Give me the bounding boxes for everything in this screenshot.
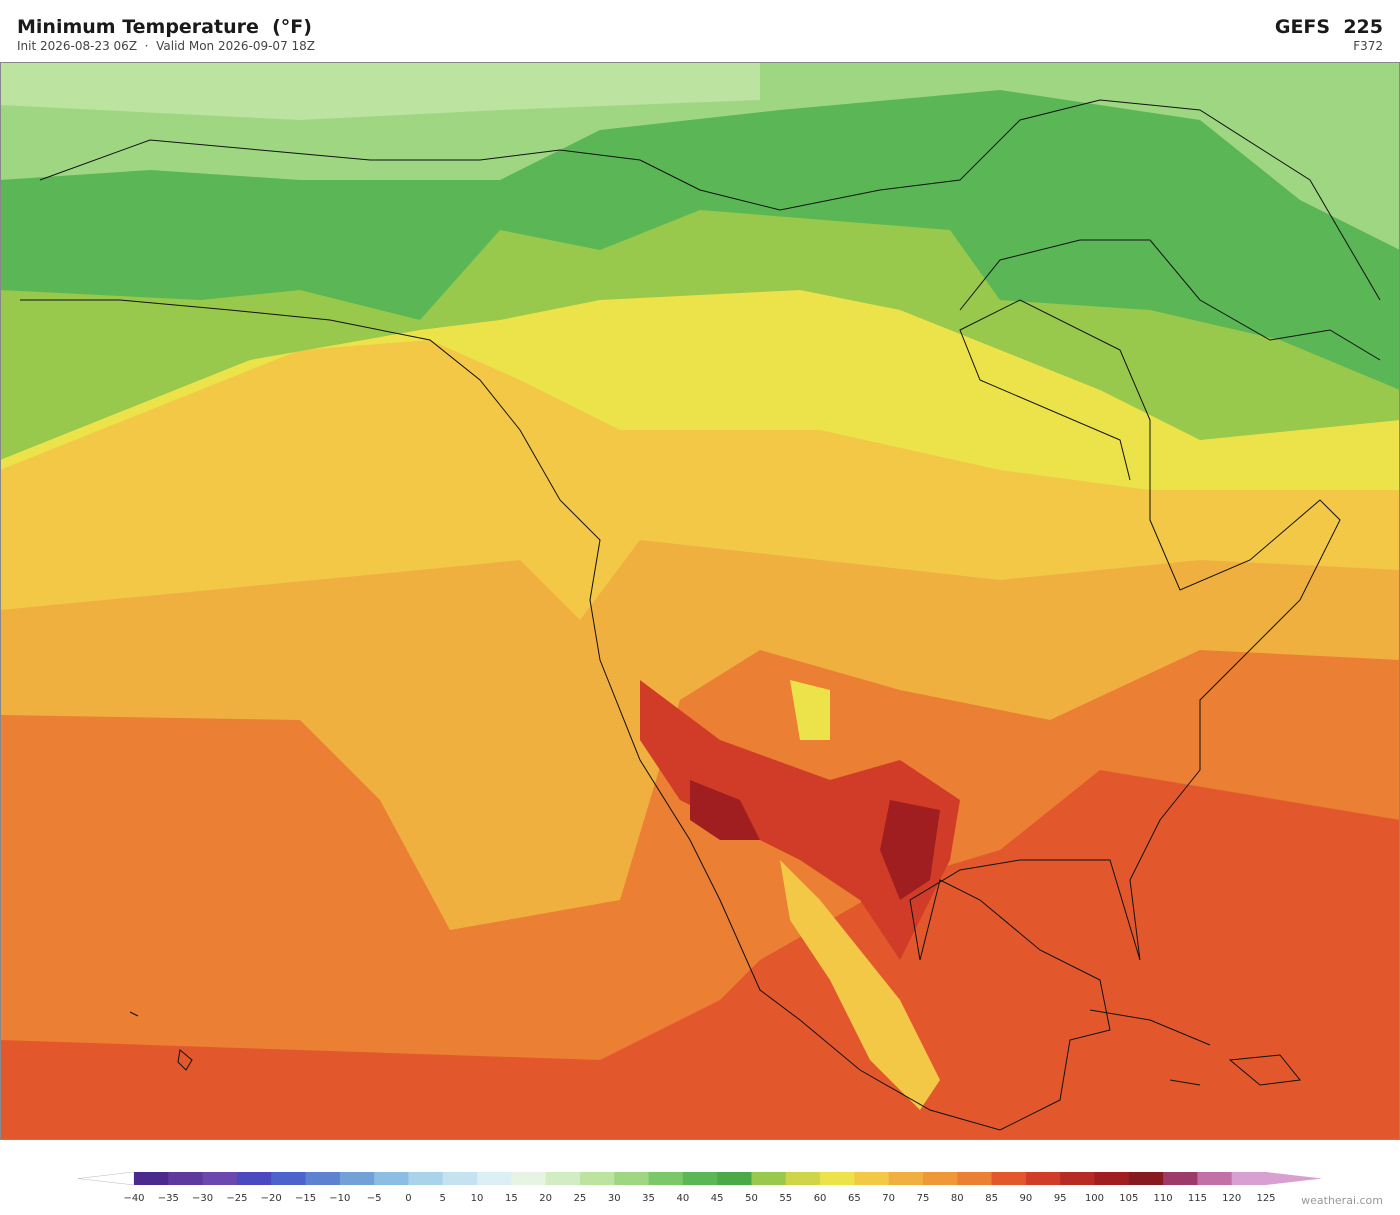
colorbar-tick-label: −10 <box>329 1193 350 1204</box>
colorbar-bin <box>305 1172 341 1185</box>
colorbar-bin <box>854 1172 890 1185</box>
colorbar-bin <box>785 1172 821 1185</box>
colorbar-tick-label: 65 <box>848 1193 861 1204</box>
colorbar-tick-label: −20 <box>261 1193 282 1204</box>
colorbar-bin <box>134 1172 169 1185</box>
colorbar-tick-label: 45 <box>711 1193 724 1204</box>
colorbar-bin <box>1094 1172 1130 1185</box>
colorbar-tick-label: 0 <box>405 1193 411 1204</box>
colorbar-tick-label: 120 <box>1222 1193 1241 1204</box>
colorbar-tick-label: 80 <box>951 1193 964 1204</box>
colorbar-bin <box>820 1172 855 1185</box>
colorbar-tick-label: 95 <box>1054 1193 1067 1204</box>
colorbar-bin <box>717 1172 752 1185</box>
colorbar-tick-label: 75 <box>917 1193 930 1204</box>
colorbar-tick-label: 115 <box>1188 1193 1207 1204</box>
colorbar-tick-label: −5 <box>367 1193 382 1204</box>
colorbar-bin <box>888 1172 924 1185</box>
colorbar-tick-label: 110 <box>1154 1193 1173 1204</box>
colorbar-bin <box>1060 1172 1095 1185</box>
colorbar-bin <box>442 1172 478 1185</box>
colorbar-over <box>1266 1172 1322 1185</box>
colorbar-tick-label: 25 <box>574 1193 587 1204</box>
colorbar-bin <box>545 1172 581 1185</box>
colorbar-tick-label: 20 <box>539 1193 552 1204</box>
colorbar-tick-label: 60 <box>814 1193 827 1204</box>
colorbar-bin <box>477 1172 512 1185</box>
colorbar-bin <box>922 1172 958 1185</box>
colorbar-bin <box>614 1172 650 1185</box>
watermark: weatherai.com <box>1301 1194 1383 1207</box>
colorbar-under <box>77 1171 135 1186</box>
colorbar-bin <box>1025 1172 1061 1185</box>
colorbar-bin <box>957 1172 993 1185</box>
colorbar-tick-label: 85 <box>985 1193 998 1204</box>
colorbar-tick-label: −40 <box>123 1193 144 1204</box>
colorbar-bin <box>271 1172 307 1185</box>
colorbar-bin <box>682 1172 718 1185</box>
forecast-hour: F372 <box>1353 39 1383 53</box>
colorbar-tick-label: 55 <box>779 1193 792 1204</box>
colorbar-tick-label: −35 <box>158 1193 179 1204</box>
colorbar-tick-label: 70 <box>882 1193 895 1204</box>
colorbar-tick-label: 5 <box>440 1193 446 1204</box>
map-subtitle: Init 2026-08-23 06Z · Valid Mon 2026-09-… <box>17 39 316 53</box>
colorbar-bin <box>202 1172 238 1185</box>
colorbar-tick-label: 30 <box>608 1193 621 1204</box>
colorbar-bin <box>1197 1172 1233 1185</box>
colorbar-bin <box>168 1172 204 1185</box>
colorbar-tick-label: 15 <box>505 1193 518 1204</box>
colorbar-tick-label: 100 <box>1085 1193 1104 1204</box>
colorbar-tick-label: 40 <box>676 1193 689 1204</box>
colorbar-bin <box>1128 1172 1164 1185</box>
colorbar-tick-label: −25 <box>226 1193 247 1204</box>
temperature-field <box>0 62 1400 1140</box>
colorbar-bin <box>236 1172 272 1185</box>
colorbar-bin <box>511 1172 547 1185</box>
colorbar-tick-label: 35 <box>642 1193 655 1204</box>
colorbar-tick-label: 105 <box>1119 1193 1138 1204</box>
coastlines <box>20 99 1381 1131</box>
colorbar-bin <box>1163 1172 1198 1185</box>
colorbar-tick-label: −30 <box>192 1193 213 1204</box>
colorbar-tick-label: −15 <box>295 1193 316 1204</box>
colorbar-tick-label: 50 <box>745 1193 758 1204</box>
colorbar-tick-label: 125 <box>1256 1193 1275 1204</box>
colorbar-bin <box>751 1172 787 1185</box>
colorbar-tick-label: 90 <box>1020 1193 1033 1204</box>
colorbar-bin <box>579 1172 615 1185</box>
model-name: GEFS 225 <box>1274 16 1383 38</box>
colorbar-bin <box>1231 1172 1267 1185</box>
colorbar-bin <box>408 1172 444 1185</box>
colorbar-tick-label: 10 <box>471 1193 484 1204</box>
colorbar-bin <box>374 1172 409 1185</box>
colorbar-bin <box>339 1172 375 1185</box>
colorbar-bin <box>991 1172 1027 1185</box>
colorbar-bin <box>648 1172 684 1185</box>
map-title: Minimum Temperature (°F) <box>17 16 312 38</box>
